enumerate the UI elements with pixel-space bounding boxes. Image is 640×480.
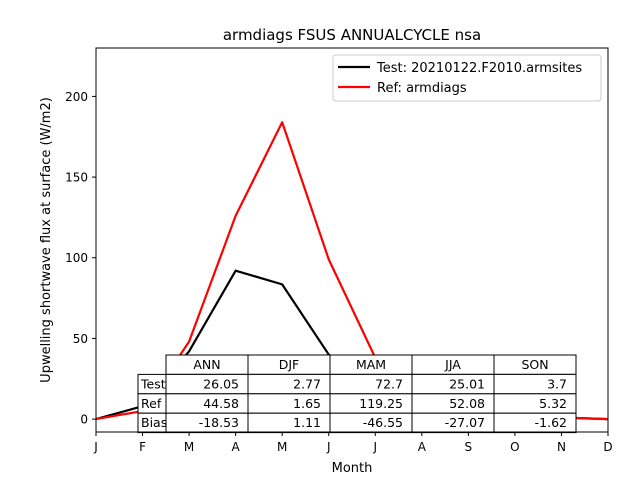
table-value: 3.7 xyxy=(547,376,567,391)
y-tick-label: 150 xyxy=(65,171,88,185)
table-value: 44.58 xyxy=(203,396,239,411)
x-tick-label: M xyxy=(277,440,287,454)
y-tick-label: 100 xyxy=(65,251,88,265)
x-tick-label: A xyxy=(418,440,427,454)
y-tick-label: 0 xyxy=(80,413,88,427)
table-value: 1.65 xyxy=(293,396,321,411)
table-value: -18.53 xyxy=(199,415,239,430)
table-column-label: DJF xyxy=(279,357,300,372)
x-tick-label: J xyxy=(326,440,331,454)
legend: Test: 20210122.F2010.armsites Ref: armdia… xyxy=(332,54,602,102)
table-value: 5.32 xyxy=(539,396,567,411)
y-tick-label: 50 xyxy=(73,332,88,346)
table-column-label: SON xyxy=(521,357,548,372)
chart-title: armdiags FSUS ANNUALCYCLE nsa xyxy=(223,26,481,44)
table-row-label: Test xyxy=(140,376,166,391)
x-tick-label: M xyxy=(184,440,194,454)
table-value: 25.01 xyxy=(449,376,485,391)
table-value: -27.07 xyxy=(445,415,485,430)
x-tick-label: O xyxy=(510,440,519,454)
y-axis: 0 50 100 150 200 xyxy=(65,90,96,427)
table-column-label: JJA xyxy=(444,357,461,372)
table-value: 52.08 xyxy=(449,396,485,411)
table-value: 26.05 xyxy=(203,376,239,391)
table-value: 2.77 xyxy=(293,376,321,391)
legend-label-0: Test: 20210122.F2010.armsites xyxy=(376,61,582,76)
legend-box xyxy=(332,54,602,102)
table-value: 1.11 xyxy=(293,415,321,430)
table-value: -1.62 xyxy=(535,415,567,430)
table-value: -46.55 xyxy=(363,415,403,430)
x-axis-label: Month xyxy=(332,461,373,476)
table-row-label-cell xyxy=(137,412,167,434)
y-tick-label: 200 xyxy=(65,90,88,104)
table-column-label: ANN xyxy=(193,357,220,372)
plot-frame xyxy=(95,47,609,433)
x-tick-label: J xyxy=(93,440,98,454)
y-axis-label: Upwelling shortwave flux at surface (W/m… xyxy=(39,97,54,383)
x-tick-label: J xyxy=(372,440,377,454)
x-tick-label: S xyxy=(465,440,473,454)
x-tick-label: F xyxy=(139,440,146,454)
table-column-label: MAM xyxy=(356,357,386,372)
x-tick-label: A xyxy=(232,440,241,454)
table-value: 119.25 xyxy=(359,396,403,411)
x-tick-label: D xyxy=(603,440,612,454)
table-value: 72.7 xyxy=(375,376,403,391)
legend-label-1: Ref: armdiags xyxy=(377,81,467,96)
table-row-label: Bias xyxy=(141,415,167,430)
stats-table: ANN DJF MAM JJA SON 26.05 2.77 72.7 25.01 3.7 Test… xyxy=(137,354,577,434)
table-cell xyxy=(493,412,577,434)
x-tick-label: N xyxy=(557,440,566,454)
table-row-label: Ref xyxy=(141,396,162,411)
